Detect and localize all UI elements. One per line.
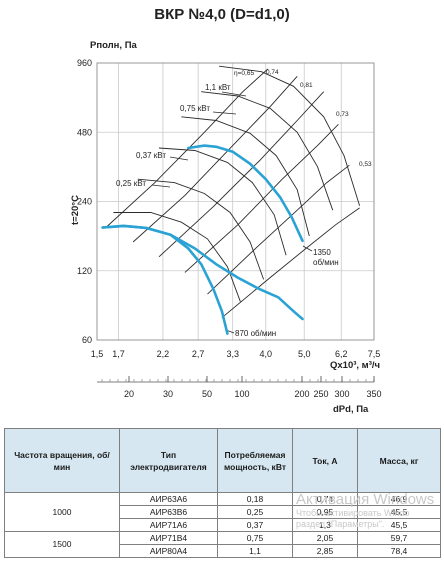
power-cell: 0,37 [217, 518, 293, 532]
x2-tick-label: 300 [334, 389, 349, 399]
operating-curve [101, 224, 229, 335]
speed-line [137, 178, 265, 280]
x-tick-label: 2,7 [192, 349, 205, 359]
efficiency-label: 0,53 [359, 161, 372, 168]
speed-line [181, 116, 310, 237]
plot-frame [96, 62, 375, 341]
x-tick-label: 6,2 [335, 349, 348, 359]
y-tick-label: 960 [77, 58, 92, 68]
x-tick-label: 5,0 [298, 349, 311, 359]
power-cell: 1,1 [217, 544, 293, 558]
x2-tick-label: 20 [124, 389, 134, 399]
x-tick-label: 4,0 [260, 349, 273, 359]
motor-cell: АИР71А6 [119, 518, 218, 532]
x-tick-label: 3,3 [226, 349, 239, 359]
efficiency-line [184, 123, 339, 273]
power-cell: 0,18 [217, 492, 293, 506]
motor-cell: АИР63А6 [119, 492, 218, 506]
mass-cell: 78,4 [357, 544, 441, 558]
x2-tick-label: 200 [294, 389, 309, 399]
chart-title: ВКР №4,0 (D=d1,0) [154, 6, 290, 23]
series-layer [101, 144, 304, 335]
efficiency-line [158, 91, 325, 258]
windows-activation-watermark: Активация Windows Чтобы активировать Win… [296, 492, 444, 530]
x-tick-label: 7,5 [368, 349, 381, 359]
x2-tick-label: 30 [163, 389, 173, 399]
header-mass: Масса, кг [357, 428, 441, 493]
x-tick-label: 2,2 [157, 349, 170, 359]
speed-label-1350: 1350 [313, 248, 331, 257]
speed-label-870: 870 об/мин [235, 329, 276, 338]
operating-curve [101, 224, 304, 321]
efficiency-label: η=0,65 [234, 70, 254, 77]
power-label: 0,37 кВт [136, 151, 166, 160]
table-header-row: Частота вращения, об/мин Тип электродвиг… [4, 428, 441, 493]
grid-layer [96, 62, 375, 383]
motor-cell: АИР71В4 [119, 531, 218, 545]
power-leader [212, 111, 237, 115]
motor-cell: АИР80А4 [119, 544, 218, 558]
mass-cell: 59,7 [357, 531, 441, 545]
y-tick-label: 60 [82, 335, 92, 345]
efficiency-line [207, 164, 350, 295]
header-current: Ток, А [292, 428, 358, 493]
y-tick-label: 120 [77, 266, 92, 276]
x-axis-title: Qx10³, м³/ч [330, 360, 380, 371]
efficiency-label: 0,81 [300, 82, 313, 89]
current-cell: 2,85 [292, 544, 358, 558]
watermark-line: Чтобы активировать Windo [296, 508, 410, 518]
table-row: АИР63В6 0,25 0,95 45,5 [5, 505, 441, 519]
power-leader [151, 184, 171, 188]
x2-tick-label: 50 [202, 389, 212, 399]
efficiency-line [105, 68, 269, 228]
power-label: 0,25 кВт [116, 179, 146, 188]
power-leader [169, 156, 189, 161]
y-tick-label: 240 [77, 197, 92, 207]
speed-label-unit: об/мин [313, 258, 339, 267]
fan-performance-chart: 1,5 1,7 2,2 2,7 3,3 4,0 5,0 6,2 7,5 60 120 240 480 96… [70, 40, 382, 415]
x2-tick-label: 350 [366, 389, 381, 399]
table-row: 1000 АИР63А6 0,18 0,74 46,9 [4, 492, 441, 532]
x-tick-label: 1,7 [112, 349, 125, 359]
watermark-line: Активация Windows [296, 492, 435, 508]
table-row: АИР80А4 1,1 2,85 78,4 [5, 544, 441, 558]
header-motor-type: Тип электродвигателя [119, 428, 218, 493]
x2-tick-label: 100 [234, 389, 249, 399]
power-leader [221, 91, 247, 97]
y-tick-label: 480 [77, 127, 92, 137]
watermark-line: раздел "Параметры". [296, 519, 385, 529]
speed-leader [302, 245, 313, 252]
operating-curve [187, 144, 304, 243]
speed-line [158, 147, 287, 256]
motor-spec-table: Частота вращения, об/мин Тип электродвиг… [4, 428, 441, 558]
table-row: 1500 АИР71В4 0,75 2,05 59,7 [4, 531, 441, 558]
power-cell: 0,75 [217, 531, 293, 545]
current-cell: 2,05 [292, 531, 358, 545]
y-axis-title: Pполн, Па [90, 40, 138, 51]
speed-line [219, 65, 361, 206]
motor-cell: АИР63В6 [119, 505, 218, 519]
efficiency-line [221, 207, 360, 319]
fan-mesh [105, 65, 361, 334]
power-label: 1,1 кВт [205, 83, 231, 92]
speed-cell: 1000 [4, 492, 120, 532]
speed-cell: 1500 [4, 531, 120, 558]
x-tick-label: 1,5 [91, 349, 104, 359]
y-axis-side-label: t=20°C [70, 195, 81, 225]
power-cell: 0,25 [217, 505, 293, 519]
efficiency-line [132, 76, 298, 243]
speed-line [201, 91, 334, 211]
efficiency-label: 0,74 [266, 69, 279, 76]
text-layer: 1,5 1,7 2,2 2,7 3,3 4,0 5,0 6,2 7,5 60 120 240 480 96… [70, 40, 382, 415]
header-power: Потребляемая мощность, кВт [217, 428, 293, 493]
efficiency-label: 0,73 [336, 111, 349, 118]
power-label: 0,75 кВт [180, 104, 210, 113]
header-speed: Частота вращения, об/мин [4, 428, 120, 493]
x2-tick-label: 250 [313, 389, 328, 399]
x2-axis-title: dPd, Па [333, 404, 369, 415]
